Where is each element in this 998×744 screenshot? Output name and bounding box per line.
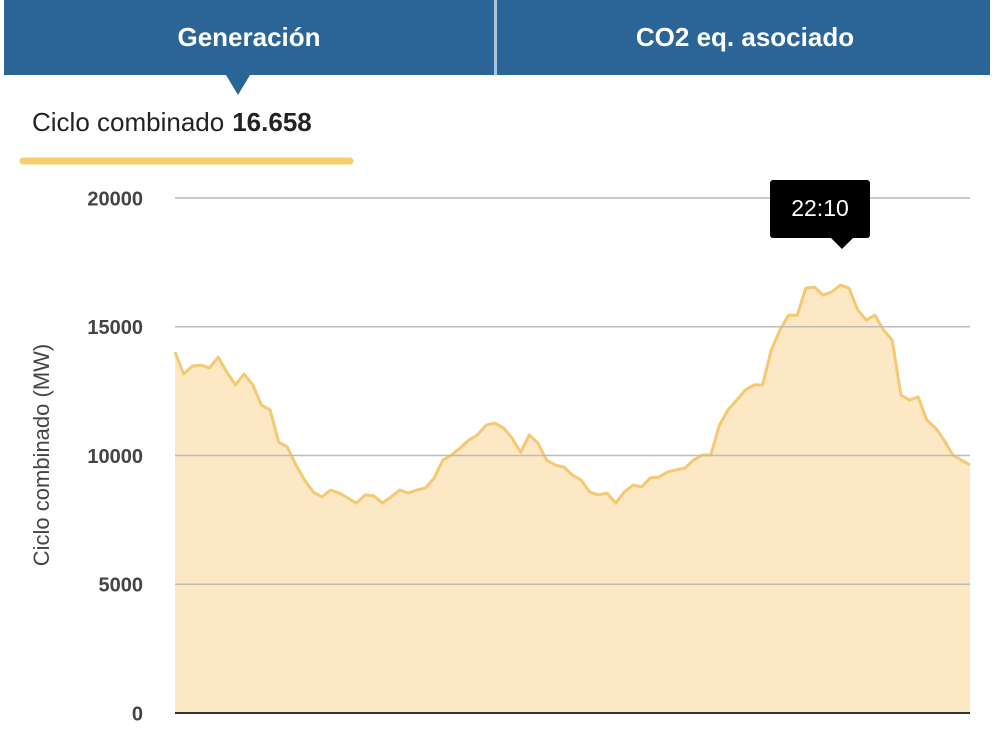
y-tick-label: 10000 — [87, 446, 143, 468]
tooltip: 22:10 — [770, 180, 870, 249]
tab-label[interactable]: CO2 eq. asociado — [636, 22, 854, 52]
selection-text: Ciclo combinado 16.658 — [32, 107, 312, 137]
tab-separator — [494, 0, 497, 75]
plot: 0 5000 10000 15000 20000 — [87, 188, 971, 725]
y-axis-label: Ciclo combinado (MW) — [29, 344, 54, 567]
tooltip-text: 22:10 — [791, 195, 849, 221]
selection-label: Ciclo combinado — [32, 107, 224, 137]
tab-generacion[interactable] — [4, 0, 494, 75]
area — [175, 285, 970, 713]
y-tick-label: 15000 — [87, 317, 143, 339]
tooltip-box — [770, 180, 870, 238]
tab-label[interactable]: Generación — [177, 22, 320, 52]
selection-value: 16.658 — [232, 107, 312, 137]
line — [173, 283, 971, 505]
tab-pointer — [226, 75, 250, 95]
y-tick-label: 20000 — [87, 188, 143, 210]
tab-co2[interactable] — [497, 0, 990, 75]
y-tick-label: 5000 — [99, 575, 144, 597]
tooltip-pointer — [830, 237, 854, 249]
y-tick-label: 0 — [132, 703, 143, 725]
